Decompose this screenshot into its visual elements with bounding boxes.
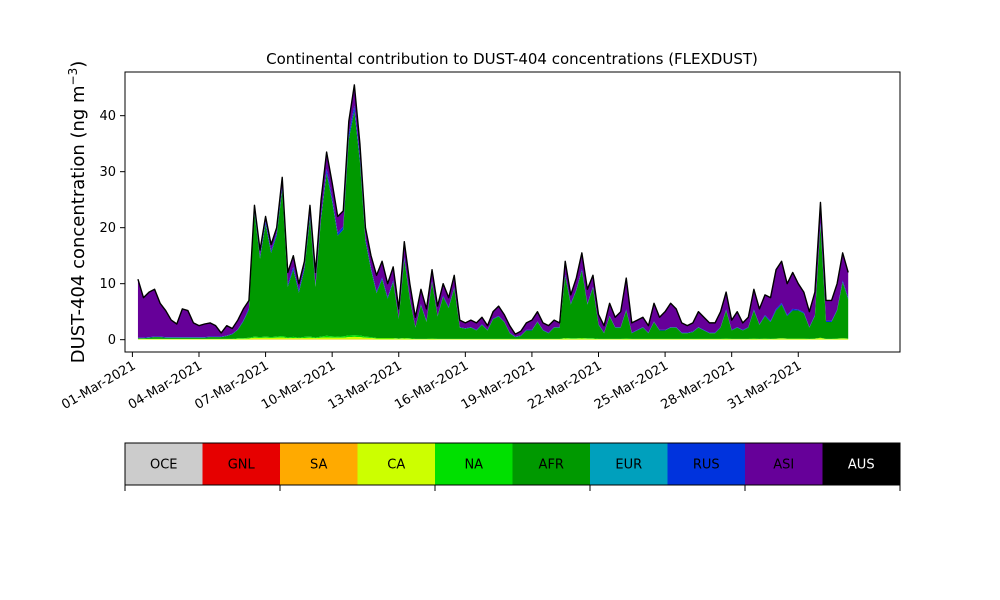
area-layers (137, 84, 849, 340)
y-axis-label-close: ) (68, 61, 89, 68)
x-tick-label: 04-Mar-2021 (126, 358, 205, 412)
legend-swatch (822, 443, 901, 485)
y-axis-label-sup: −3 (66, 68, 80, 86)
legend-label: NA (464, 458, 483, 473)
legend-label: EUR (615, 458, 642, 473)
area-layer-afr (137, 111, 849, 339)
legend-swatch (280, 443, 358, 485)
x-tick-label: 19-Mar-2021 (459, 358, 538, 412)
legend-swatch (590, 443, 668, 485)
x-tick-label: 07-Mar-2021 (192, 358, 271, 412)
legend-swatch (745, 443, 823, 485)
legend-label: AUS (848, 458, 875, 473)
legend-swatch (512, 443, 591, 485)
chart-title: Continental contribution to DUST-404 con… (266, 50, 758, 68)
y-tick-label: 20 (99, 221, 116, 236)
x-tick-label: 16-Mar-2021 (392, 358, 471, 412)
legend-label: AFR (539, 458, 564, 473)
legend-label: SA (310, 458, 327, 473)
legend-label: ASI (773, 458, 794, 473)
x-tick-label: 31-Mar-2021 (725, 358, 804, 412)
x-tick-label: 13-Mar-2021 (326, 358, 405, 412)
y-tick-label: 0 (108, 333, 116, 348)
x-tick-label: 28-Mar-2021 (659, 358, 738, 412)
area-layer-eur-rus (137, 105, 849, 339)
legend-swatch (202, 443, 281, 485)
legend-swatch (435, 443, 513, 485)
legend-label: GNL (228, 458, 256, 473)
y-axis-label-main: DUST-404 concentration (ng m (68, 85, 89, 363)
y-tick-label: 40 (99, 109, 116, 124)
legend-label: OCE (150, 458, 178, 473)
x-tick-label: 25-Mar-2021 (592, 358, 671, 412)
legend-swatch (667, 443, 746, 485)
area-layer-ca (137, 336, 849, 340)
x-tick-label: 22-Mar-2021 (525, 358, 604, 412)
area-layer-asi (137, 84, 849, 338)
x-tick-label: 01-Mar-2021 (59, 358, 138, 412)
x-tick-label: 10-Mar-2021 (259, 358, 338, 412)
plot-area (124, 71, 901, 353)
total-line (137, 84, 849, 335)
y-tick-label: 10 (99, 277, 116, 292)
y-axis: 0 10 20 30 40 (99, 109, 125, 348)
legend-label: CA (387, 458, 405, 473)
legend-label: RUS (693, 458, 720, 473)
legend-swatch (125, 443, 203, 485)
y-axis-label: DUST-404 concentration (ng m−3) (66, 61, 89, 364)
y-tick-label: 30 (99, 165, 116, 180)
legend-colorbar: OCE GNL SA CA NA AFR EUR RUS ASI AUS (124, 442, 901, 491)
legend-frame (124, 442, 901, 486)
plot-frame (124, 71, 901, 353)
x-axis: 01-Mar-202104-Mar-202107-Mar-202110-Mar-… (59, 352, 804, 413)
legend-swatch (357, 443, 436, 485)
area-layer-na (137, 335, 849, 340)
